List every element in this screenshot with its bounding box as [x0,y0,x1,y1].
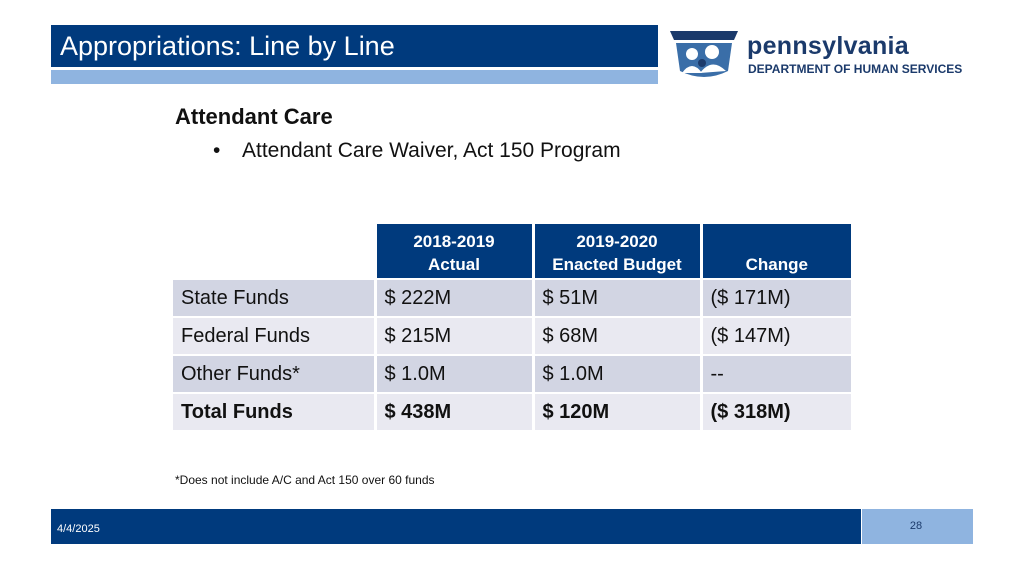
cell-change: ($ 171M) [699,278,851,317]
bullet-dot: • [213,139,221,162]
cell-actual: $ 438M [373,392,533,430]
header-empty-cell [173,224,375,279]
footer-bar: 4/4/2025 [51,509,861,544]
funds-table: 2018-2019 Actual 2019-2020 Enacted Budget … [173,224,851,430]
section-heading: Attendant Care [175,104,333,129]
table-header-row: 2018-2019 Actual 2019-2020 Enacted Budget … [173,224,851,279]
header-change-label: Change [745,255,808,274]
keystone-family-icon [670,31,738,77]
header-actual: 2018-2019 Actual [373,224,533,279]
header-change: Change [699,224,851,279]
page-number-box: 28 [862,509,973,544]
footnote: *Does not include A/C and Act 150 over 6… [175,473,435,487]
logo-department: DEPARTMENT OF HUMAN SERVICES [748,62,963,76]
row-label: Federal Funds [173,316,375,355]
cell-actual: $ 1.0M [373,354,533,393]
row-label: Total Funds [173,392,375,430]
header-actual-label: Actual [428,255,480,274]
slide-title: Appropriations: Line by Line [60,31,395,61]
cell-change: ($ 147M) [699,316,851,355]
cell-enacted: $ 68M [531,316,701,355]
header-enacted-label: Enacted Budget [552,255,682,274]
page-number: 28 [909,520,923,532]
footer-date: 4/4/2025 [57,523,100,535]
cell-change: ($ 318M) [699,392,851,430]
header-enacted-year: 2019-2020 [576,232,658,251]
cell-enacted: $ 51M [531,278,701,317]
dhs-logo: pennsylvania DEPARTMENT OF HUMAN SERVICE… [668,27,1008,85]
bullet-item: • Attendant Care Waiver, Act 150 Program [213,139,621,163]
cell-actual: $ 215M [373,316,533,355]
table-row-other: Other Funds* $ 1.0M $ 1.0M -- [173,354,851,393]
row-label: State Funds [173,278,375,317]
table-row-total: Total Funds $ 438M $ 120M ($ 318M) [173,392,851,430]
row-label: Other Funds* [173,354,375,393]
cell-change: -- [699,354,851,393]
table-row-federal: Federal Funds $ 215M $ 68M ($ 147M) [173,316,851,355]
cell-enacted: $ 1.0M [531,354,701,393]
logo-wordmark: pennsylvania [747,32,909,60]
cell-enacted: $ 120M [531,392,701,430]
title-bar: Appropriations: Line by Line [51,25,658,67]
table-row-state: State Funds $ 222M $ 51M ($ 171M) [173,278,851,317]
header-enacted: 2019-2020 Enacted Budget [531,224,701,279]
cell-actual: $ 222M [373,278,533,317]
title-accent-bar [51,70,658,84]
header-actual-year: 2018-2019 [413,232,495,251]
bullet-text: Attendant Care Waiver, Act 150 Program [242,139,621,162]
